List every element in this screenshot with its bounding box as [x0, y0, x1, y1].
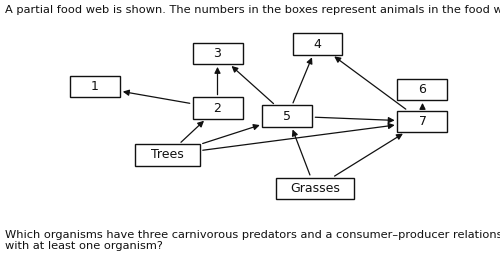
FancyBboxPatch shape [276, 178, 354, 199]
Text: Trees: Trees [151, 148, 184, 161]
Text: 2: 2 [214, 102, 222, 115]
FancyBboxPatch shape [192, 43, 242, 64]
FancyBboxPatch shape [262, 105, 312, 127]
Text: 1: 1 [91, 80, 99, 93]
Text: Which organisms have three carnivorous predators and a consumer–producer relatio: Which organisms have three carnivorous p… [5, 230, 500, 251]
FancyBboxPatch shape [70, 76, 120, 97]
Text: A partial food web is shown. The numbers in the boxes represent animals in the f: A partial food web is shown. The numbers… [5, 5, 500, 15]
Text: 4: 4 [314, 38, 322, 50]
FancyBboxPatch shape [135, 144, 200, 166]
FancyBboxPatch shape [398, 111, 448, 132]
FancyBboxPatch shape [292, 33, 343, 55]
Text: 6: 6 [418, 83, 426, 96]
Text: 7: 7 [418, 115, 426, 128]
FancyBboxPatch shape [398, 79, 448, 100]
Text: 3: 3 [214, 47, 222, 60]
Text: Grasses: Grasses [290, 182, 340, 195]
FancyBboxPatch shape [192, 97, 242, 119]
Text: 5: 5 [284, 110, 292, 123]
